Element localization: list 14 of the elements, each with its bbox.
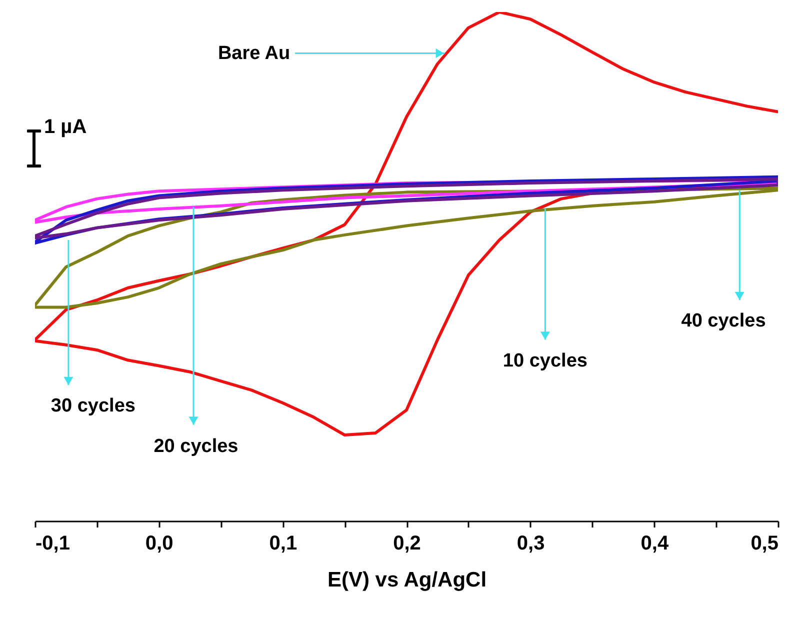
x-tick-label: 0,0 xyxy=(145,532,174,554)
annotation: 1 µA xyxy=(44,116,87,139)
annotation: Bare Au xyxy=(218,43,290,64)
x-tick-label: 0,1 xyxy=(269,532,298,554)
x-axis-title: E(V) vs Ag/AgCl xyxy=(327,568,487,592)
x-tick-label: 0,2 xyxy=(393,532,421,554)
x-tick-label: 0,3 xyxy=(516,532,545,554)
annotation: 30 cycles xyxy=(50,395,136,416)
annotation: 10 cycles xyxy=(502,350,588,372)
annotation: 40 cycles xyxy=(681,310,766,332)
x-tick-label: 0,5 xyxy=(750,532,778,554)
x-tick-label: 0,4 xyxy=(640,532,670,554)
x-tick-label: -0,1 xyxy=(36,532,70,554)
annotation: 20 cycles xyxy=(154,436,238,458)
